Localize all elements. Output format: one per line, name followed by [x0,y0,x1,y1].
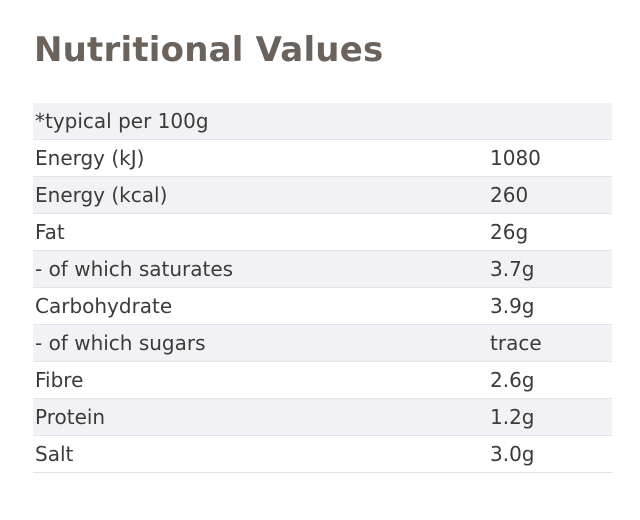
title: Nutritional Values [34,30,384,70]
nutrition-table: *typical per 100g Energy (kJ) 1080 Energy … [33,103,612,473]
table-row: - of which saturates 3.7g [33,251,612,288]
table-row: Salt 3.0g [33,436,612,473]
nutrient-value: 2.6g [490,368,535,392]
nutrient-name: Fibre [35,368,84,392]
nutrient-name: Energy (kJ) [35,146,145,170]
nutrient-name: Energy (kcal) [35,183,168,207]
nutrient-value: 3.7g [490,257,535,281]
nutrient-value: 3.9g [490,294,535,318]
nutrient-name: - of which saturates [35,257,234,281]
nutrient-value: 1.2g [490,405,535,429]
nutrient-value: 26g [490,220,529,244]
nutrient-name: Fat [35,220,65,244]
nutrient-name: Protein [35,405,106,429]
caption: *typical per 100g [35,109,209,133]
caption-row: *typical per 100g [33,103,612,140]
nutrient-value: 3.0g [490,442,535,466]
nutrient-value: 1080 [490,146,541,170]
nutrient-name: Carbohydrate [35,294,173,318]
nutrient-value: 260 [490,183,529,207]
nutrient-name: Salt [35,442,74,466]
table-row: Energy (kcal) 260 [33,177,612,214]
table-row: Energy (kJ) 1080 [33,140,612,177]
table-row: Fat 26g [33,214,612,251]
nutrient-name: - of which sugars [35,331,206,355]
table-row: - of which sugars trace [33,325,612,362]
table-row: Carbohydrate 3.9g [33,288,612,325]
nutrient-value: trace [490,331,542,355]
table-row: Fibre 2.6g [33,362,612,399]
table-row: Protein 1.2g [33,399,612,436]
